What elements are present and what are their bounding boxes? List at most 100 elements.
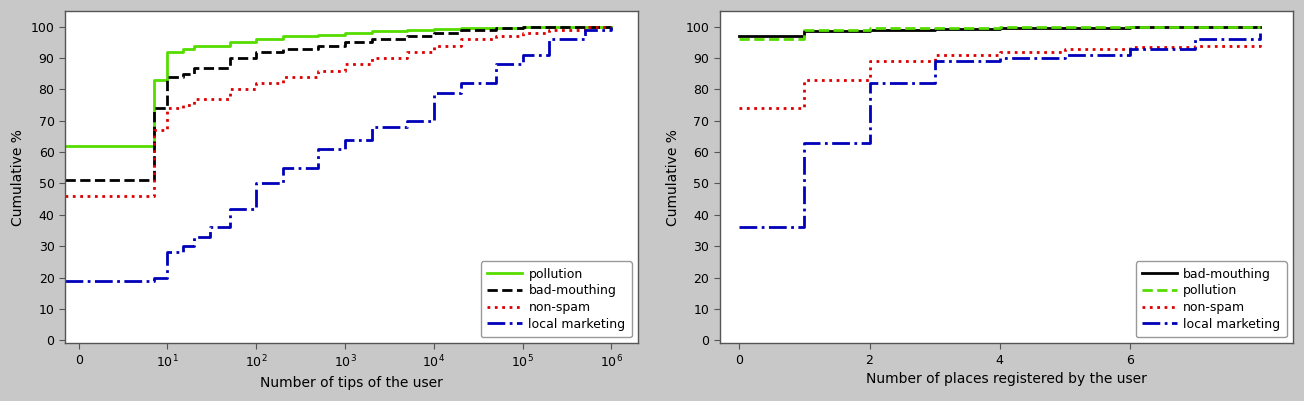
bad-mouthing	[70, 178, 86, 183]
non-spam	[927, 53, 943, 57]
bad-mouthing	[57, 178, 73, 183]
local marketing	[275, 165, 291, 170]
pollution	[576, 24, 592, 29]
bad-mouthing	[452, 28, 468, 32]
bad-mouthing	[1123, 25, 1138, 30]
bad-mouthing	[249, 49, 265, 54]
pollution	[98, 144, 113, 148]
non-spam	[488, 34, 503, 38]
bad-mouthing	[1058, 25, 1073, 30]
bad-mouthing	[576, 24, 592, 29]
pollution	[175, 46, 190, 51]
pollution	[541, 24, 557, 29]
non-spam	[1058, 46, 1073, 51]
local marketing	[797, 140, 812, 145]
local marketing	[133, 278, 149, 283]
bad-mouthing	[186, 65, 202, 70]
bad-mouthing	[113, 178, 129, 183]
Line: pollution: pollution	[739, 27, 1261, 39]
non-spam	[249, 81, 265, 85]
X-axis label: Number of places registered by the user: Number of places registered by the user	[866, 372, 1146, 386]
non-spam	[862, 59, 878, 64]
X-axis label: Number of tips of the user: Number of tips of the user	[259, 376, 443, 390]
non-spam	[146, 128, 162, 133]
local marketing	[338, 137, 353, 142]
local marketing	[57, 278, 73, 283]
bad-mouthing	[98, 178, 113, 183]
non-spam	[133, 194, 149, 198]
Line: bad-mouthing: bad-mouthing	[739, 27, 1261, 36]
non-spam	[515, 30, 531, 35]
local marketing	[604, 24, 619, 29]
pollution	[515, 24, 531, 29]
local marketing	[927, 59, 943, 64]
bad-mouthing	[732, 34, 747, 38]
bad-mouthing	[222, 56, 237, 61]
non-spam	[1253, 40, 1269, 45]
bad-mouthing	[604, 24, 619, 29]
non-spam	[604, 24, 619, 29]
pollution	[399, 28, 415, 32]
pollution	[488, 25, 503, 30]
bad-mouthing	[338, 40, 353, 45]
pollution	[927, 25, 943, 30]
Y-axis label: Cumulative %: Cumulative %	[666, 129, 679, 226]
local marketing	[1058, 53, 1073, 57]
Line: pollution: pollution	[65, 27, 612, 146]
pollution	[310, 32, 326, 37]
non-spam	[541, 28, 557, 32]
pollution	[732, 37, 747, 42]
non-spam	[310, 68, 326, 73]
non-spam	[275, 75, 291, 79]
local marketing	[1188, 37, 1204, 42]
bad-mouthing	[797, 29, 812, 34]
local marketing	[175, 244, 190, 249]
local marketing	[1253, 30, 1269, 35]
pollution	[275, 34, 291, 38]
bad-mouthing	[541, 24, 557, 29]
local marketing	[452, 81, 468, 85]
non-spam	[57, 194, 73, 198]
non-spam	[452, 37, 468, 42]
bad-mouthing	[927, 26, 943, 31]
local marketing	[222, 206, 237, 211]
local marketing	[862, 81, 878, 85]
non-spam	[576, 24, 592, 29]
local marketing	[515, 53, 531, 57]
pollution	[1123, 24, 1138, 29]
local marketing	[426, 90, 442, 95]
bad-mouthing	[488, 26, 503, 31]
pollution	[862, 26, 878, 31]
local marketing	[576, 28, 592, 32]
bad-mouthing	[275, 46, 291, 51]
local marketing	[70, 278, 86, 283]
non-spam	[186, 97, 202, 101]
pollution	[1188, 24, 1204, 29]
non-spam	[98, 194, 113, 198]
local marketing	[364, 125, 379, 130]
non-spam	[159, 106, 175, 111]
Line: non-spam: non-spam	[65, 27, 612, 196]
pollution	[364, 29, 379, 34]
pollution	[1058, 25, 1073, 30]
non-spam	[1123, 45, 1138, 50]
non-spam	[338, 62, 353, 67]
local marketing	[98, 278, 113, 283]
non-spam	[426, 43, 442, 48]
local marketing	[541, 37, 557, 42]
local marketing	[399, 118, 415, 123]
pollution	[146, 78, 162, 83]
pollution	[426, 27, 442, 32]
bad-mouthing	[862, 28, 878, 32]
pollution	[186, 43, 202, 48]
pollution	[159, 49, 175, 54]
non-spam	[399, 49, 415, 54]
pollution	[222, 40, 237, 45]
Legend: pollution, bad-mouthing, non-spam, local marketing: pollution, bad-mouthing, non-spam, local…	[481, 261, 632, 337]
non-spam	[175, 103, 190, 107]
bad-mouthing	[310, 43, 326, 48]
local marketing	[992, 56, 1008, 61]
bad-mouthing	[146, 106, 162, 111]
bad-mouthing	[159, 75, 175, 79]
pollution	[133, 144, 149, 148]
